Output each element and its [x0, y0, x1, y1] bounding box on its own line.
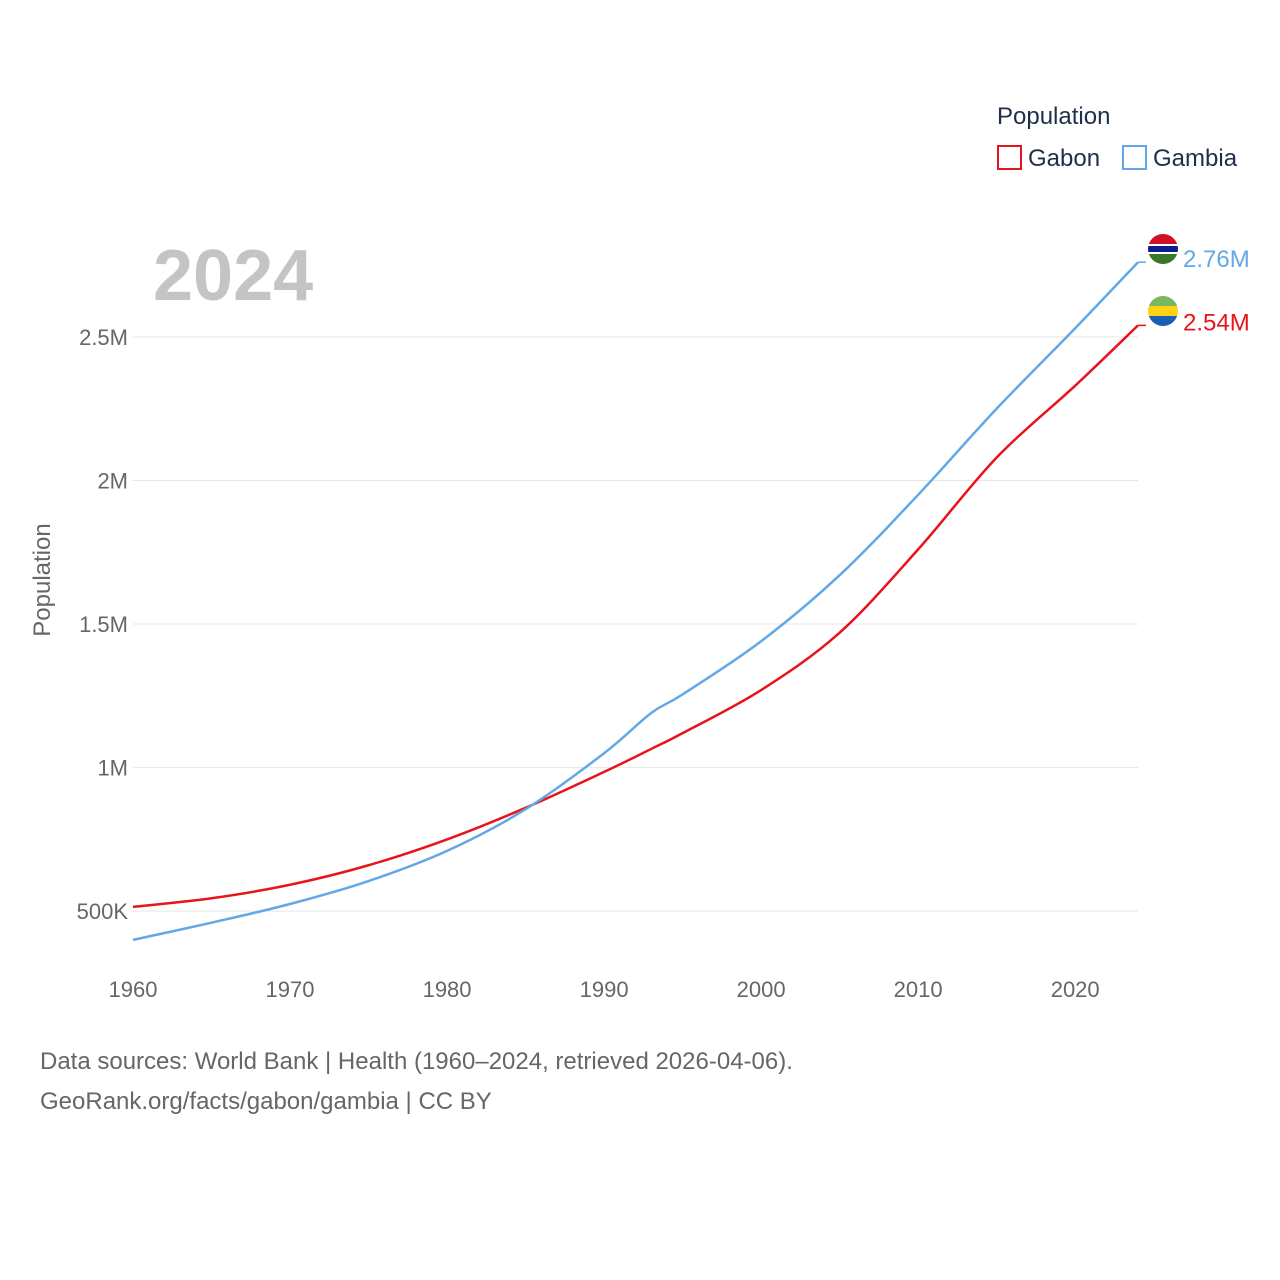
y-tick-label: 1.5M [79, 612, 128, 637]
series-line-gambia [132, 261, 1139, 942]
legend-label-gabon: Gabon [1028, 145, 1100, 172]
end-labels: 2.54M 2.76M [1183, 246, 1250, 336]
x-tick-label: 1960 [109, 977, 158, 1002]
y-tick-label: 1M [97, 756, 128, 781]
x-tick-label: 1970 [266, 977, 315, 1002]
series-line-gabon [132, 324, 1139, 909]
y-tick-label: 2M [97, 468, 128, 493]
legend-swatch-gabon [997, 145, 1022, 170]
x-tick-label: 1990 [580, 977, 629, 1002]
x-tick-label: 2010 [894, 977, 943, 1002]
legend-swatch-gambia [1122, 145, 1147, 170]
end-label-gambia: 2.76M [1183, 246, 1250, 273]
gabon-flag-icon [1148, 296, 1178, 326]
year-label: 2024 [153, 236, 313, 316]
legend: Population Gabon Gambia [997, 103, 1238, 172]
x-axis-ticks: 1960 1970 1980 1990 2000 2010 2020 [109, 977, 1100, 1002]
grid-lines [133, 336, 1138, 912]
legend-title: Population [997, 103, 1110, 130]
x-tick-label: 1980 [423, 977, 472, 1002]
end-label-gabon: 2.54M [1183, 309, 1250, 336]
source-line-1: Data sources: World Bank | Health (1960–… [40, 1048, 793, 1075]
y-tick-label: 500K [77, 899, 129, 924]
gambia-flag-icon [1148, 234, 1178, 264]
legend-label-gambia: Gambia [1153, 145, 1238, 172]
series-lines [132, 261, 1146, 942]
y-axis-ticks: 500K 1M 1.5M 2M 2.5M [77, 325, 129, 924]
y-axis-title: Population [29, 523, 56, 636]
x-tick-label: 2020 [1051, 977, 1100, 1002]
source-line-2[interactable]: GeoRank.org/facts/gabon/gambia | CC BY [40, 1088, 492, 1115]
x-tick-label: 2000 [737, 977, 786, 1002]
source-note: Data sources: World Bank | Health (1960–… [40, 1042, 793, 1122]
y-tick-label: 2.5M [79, 325, 128, 350]
